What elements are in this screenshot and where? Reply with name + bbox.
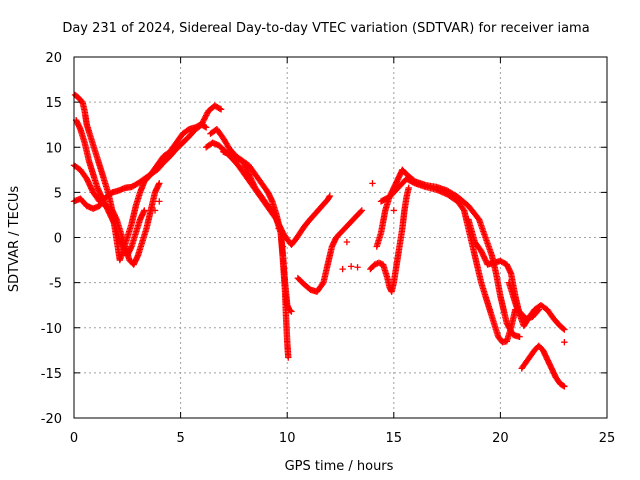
data-point — [201, 123, 209, 130]
data-point — [369, 180, 376, 187]
data-point — [200, 117, 207, 125]
y-tick-label: 15 — [45, 96, 62, 111]
data-point — [560, 325, 567, 332]
data-point — [405, 184, 412, 192]
x-tick-label: 5 — [176, 431, 184, 446]
data-point — [288, 308, 295, 315]
axes-layer: 0 5 10 15 20 25 -20 -15 -10 -5 0 5 10 15 20 — [41, 51, 616, 446]
data-point — [203, 110, 211, 118]
data-point — [202, 124, 210, 131]
x-tick-label: 25 — [599, 431, 616, 446]
series-trace-9 — [367, 184, 412, 295]
data-point — [199, 119, 206, 126]
y-tick-label: -15 — [41, 367, 62, 382]
y-tick-label: 0 — [54, 232, 62, 247]
series-trace-13 — [505, 279, 542, 322]
y-axis-label: SDTVAR / TECUs — [7, 186, 22, 293]
data-point — [279, 243, 287, 250]
data-point — [202, 113, 209, 120]
data-point — [358, 207, 366, 214]
data-point — [275, 225, 282, 232]
data-point — [319, 280, 326, 288]
data-point — [141, 207, 148, 214]
y-tick-label: -20 — [41, 412, 62, 427]
data-point — [216, 105, 224, 112]
y-tick-label: -10 — [41, 322, 62, 337]
x-tick-label: 20 — [492, 431, 509, 446]
series-trace-8 — [294, 207, 366, 295]
data-point — [560, 382, 567, 389]
y-tick-label: 5 — [54, 186, 62, 201]
data-point — [156, 180, 163, 187]
x-axis-label: GPS time / hours — [285, 459, 394, 474]
chart-title: Day 231 of 2024, Sidereal Day-to-day VTE… — [62, 21, 589, 36]
data-point — [516, 333, 523, 340]
y-tick-label: -5 — [49, 277, 62, 292]
data-point — [561, 338, 568, 346]
data-point — [151, 207, 159, 214]
x-tick-label: 15 — [386, 431, 403, 446]
y-tick-label: 20 — [45, 51, 62, 66]
data-point — [343, 238, 351, 246]
series-trace-4 — [70, 162, 163, 268]
data-point — [217, 106, 225, 113]
x-tick-label: 0 — [70, 431, 78, 446]
data-point — [460, 205, 467, 213]
data-point — [561, 326, 568, 333]
grid-layer — [74, 57, 607, 418]
x-tick-label: 10 — [279, 431, 296, 446]
series-trace-6 — [207, 126, 334, 248]
series-isolated — [151, 180, 568, 346]
data-point — [534, 307, 542, 314]
data-point — [347, 263, 355, 270]
data-point — [354, 264, 361, 271]
data-point — [202, 112, 210, 119]
y-tick-label: 10 — [45, 141, 62, 156]
data-point — [198, 120, 206, 127]
data-points-layer — [70, 91, 568, 390]
data-point — [535, 306, 542, 313]
data-point — [325, 193, 333, 201]
data-point — [200, 116, 208, 123]
series-trace-14 — [518, 342, 568, 390]
data-point — [357, 208, 364, 215]
data-point — [561, 383, 568, 390]
data-point — [339, 265, 346, 273]
series-trace-11 — [377, 175, 519, 346]
data-point — [390, 207, 397, 214]
data-point — [285, 354, 292, 361]
data-point — [201, 114, 208, 122]
data-point — [326, 192, 334, 200]
series-trace-7 — [220, 148, 292, 361]
data-point — [156, 198, 163, 205]
